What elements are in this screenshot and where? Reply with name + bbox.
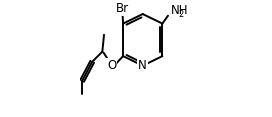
Text: O: O	[107, 59, 116, 72]
Text: Br: Br	[115, 2, 129, 15]
Text: NH: NH	[171, 4, 188, 17]
Text: 2: 2	[179, 10, 184, 19]
Text: N: N	[138, 59, 147, 72]
